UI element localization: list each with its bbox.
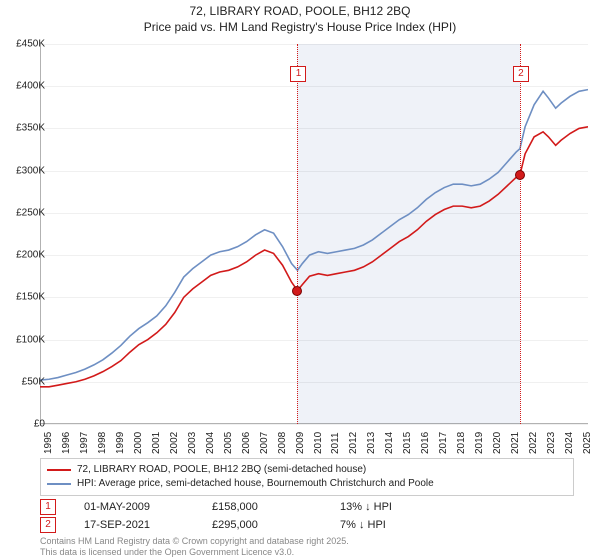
x-tick-label: 2025 xyxy=(582,432,593,454)
y-tick-label: £300K xyxy=(16,165,45,176)
x-tick-label: 2006 xyxy=(241,432,252,454)
y-tick-label: £350K xyxy=(16,123,45,134)
legend: 72, LIBRARY ROAD, POOLE, BH12 2BQ (semi-… xyxy=(40,458,574,496)
x-tick-label: 1996 xyxy=(61,432,72,454)
annotation-date: 17-SEP-2021 xyxy=(84,519,184,531)
chart-title: 72, LIBRARY ROAD, POOLE, BH12 2BQ Price … xyxy=(0,0,600,35)
footer-line2: This data is licensed under the Open Gov… xyxy=(40,547,349,558)
y-tick-label: £400K xyxy=(16,81,45,92)
title-line1: 72, LIBRARY ROAD, POOLE, BH12 2BQ xyxy=(0,4,600,20)
y-tick-label: £250K xyxy=(16,207,45,218)
x-tick-label: 2017 xyxy=(438,432,449,454)
x-tick-label: 2020 xyxy=(492,432,503,454)
x-tick-label: 2012 xyxy=(348,432,359,454)
legend-label-1: 72, LIBRARY ROAD, POOLE, BH12 2BQ (semi-… xyxy=(77,463,366,477)
price-marker-label: 2 xyxy=(513,66,529,82)
price-marker-dot xyxy=(515,170,525,180)
annotation-row: 1 01-MAY-2009 £158,000 13% ↓ HPI xyxy=(40,498,560,516)
y-tick-label: £450K xyxy=(16,39,45,50)
price-marker-dot xyxy=(292,286,302,296)
x-tick-label: 2003 xyxy=(187,432,198,454)
x-tick-label: 2004 xyxy=(205,432,216,454)
title-line2: Price paid vs. HM Land Registry's House … xyxy=(0,20,600,36)
x-tick-label: 2010 xyxy=(313,432,324,454)
y-tick-label: £200K xyxy=(16,250,45,261)
chart-area: 12 1995199619971998199920002001200220032… xyxy=(40,44,588,424)
marker-vline xyxy=(520,44,521,424)
x-tick-label: 2000 xyxy=(133,432,144,454)
y-tick-label: £100K xyxy=(16,334,45,345)
x-tick-label: 2007 xyxy=(259,432,270,454)
annotation-delta: 13% ↓ HPI xyxy=(340,501,440,513)
x-tick-label: 2015 xyxy=(402,432,413,454)
y-tick-label: £50K xyxy=(22,376,45,387)
legend-row: HPI: Average price, semi-detached house,… xyxy=(47,477,567,491)
annotation-table: 1 01-MAY-2009 £158,000 13% ↓ HPI 2 17-SE… xyxy=(40,498,560,534)
x-tick-label: 1995 xyxy=(43,432,54,454)
footer: Contains HM Land Registry data © Crown c… xyxy=(40,536,349,558)
series-price_paid xyxy=(40,127,588,387)
x-tick-label: 2001 xyxy=(151,432,162,454)
x-tick-label: 2016 xyxy=(420,432,431,454)
y-tick-label: £0 xyxy=(34,419,45,430)
legend-swatch-2 xyxy=(47,483,71,485)
x-tick-label: 2022 xyxy=(528,432,539,454)
annotation-price: £295,000 xyxy=(212,519,312,531)
x-tick-label: 1997 xyxy=(79,432,90,454)
plot-svg xyxy=(40,44,588,424)
annotation-price: £158,000 xyxy=(212,501,312,513)
annotation-box-1: 1 xyxy=(40,499,56,515)
legend-row: 72, LIBRARY ROAD, POOLE, BH12 2BQ (semi-… xyxy=(47,463,567,477)
footer-line1: Contains HM Land Registry data © Crown c… xyxy=(40,536,349,547)
annotation-date: 01-MAY-2009 xyxy=(84,501,184,513)
price-marker-label: 1 xyxy=(290,66,306,82)
legend-label-2: HPI: Average price, semi-detached house,… xyxy=(77,477,434,491)
gridline xyxy=(40,424,588,425)
x-tick-label: 2005 xyxy=(223,432,234,454)
annotation-box-2: 2 xyxy=(40,517,56,533)
x-tick-label: 2014 xyxy=(384,432,395,454)
legend-swatch-1 xyxy=(47,469,71,471)
x-tick-label: 2024 xyxy=(564,432,575,454)
annotation-delta: 7% ↓ HPI xyxy=(340,519,440,531)
annotation-row: 2 17-SEP-2021 £295,000 7% ↓ HPI xyxy=(40,516,560,534)
x-tick-label: 2018 xyxy=(456,432,467,454)
x-tick-label: 2013 xyxy=(366,432,377,454)
x-tick-label: 2009 xyxy=(295,432,306,454)
marker-vline xyxy=(297,44,298,424)
x-tick-label: 1999 xyxy=(115,432,126,454)
x-tick-label: 2008 xyxy=(277,432,288,454)
x-tick-label: 2002 xyxy=(169,432,180,454)
x-tick-label: 2023 xyxy=(546,432,557,454)
y-tick-label: £150K xyxy=(16,292,45,303)
series-hpi xyxy=(40,90,588,380)
x-tick-label: 2011 xyxy=(330,432,341,454)
x-tick-label: 2019 xyxy=(474,432,485,454)
x-tick-label: 2021 xyxy=(510,432,521,454)
x-tick-label: 1998 xyxy=(97,432,108,454)
